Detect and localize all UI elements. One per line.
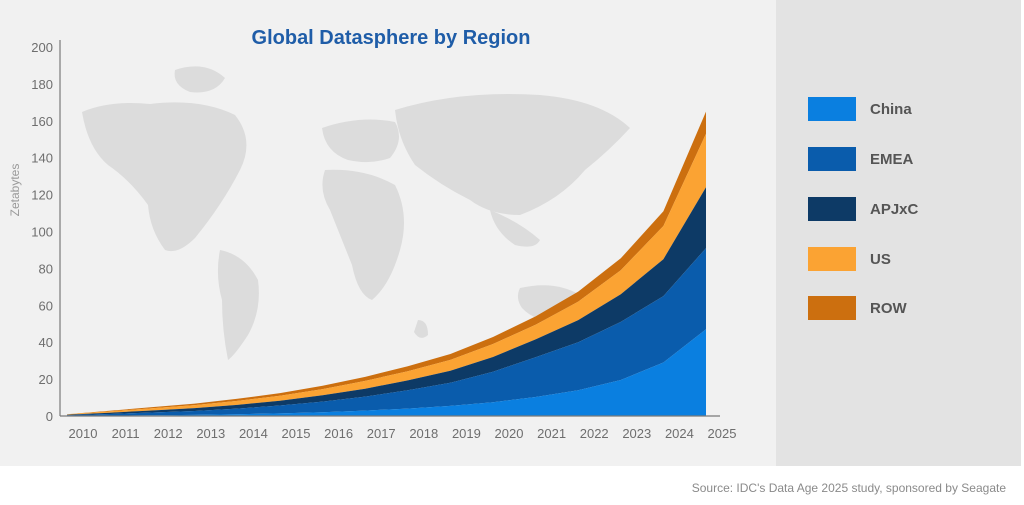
- x-tick-labels: 2010 2011 2012 2013 2014 2015 2016 2017 2018 2019…: [69, 426, 737, 441]
- area-series-group: [67, 111, 706, 416]
- x-tick-label: 2016: [324, 426, 353, 441]
- x-tick-label: 2015: [282, 426, 311, 441]
- x-tick-label: 2011: [112, 426, 140, 441]
- world-map-background: [82, 66, 630, 360]
- x-tick-label: 2022: [580, 426, 609, 441]
- y-tick-label: 100: [31, 225, 53, 240]
- y-tick-label: 20: [39, 372, 53, 387]
- legend-label: China: [870, 100, 912, 118]
- legend-swatch: [808, 97, 856, 121]
- x-tick-label: 2012: [154, 426, 183, 441]
- legend-item-row: ROW: [808, 296, 907, 320]
- x-tick-label: 2013: [196, 426, 225, 441]
- legend-item-apjxc: APJxC: [808, 197, 918, 221]
- y-tick-label: 0: [46, 409, 53, 424]
- chart-title: Global Datasphere by Region: [252, 27, 531, 49]
- x-tick-label: 2021: [537, 426, 566, 441]
- y-tick-label: 200: [31, 40, 53, 55]
- x-tick-label: 2024: [665, 426, 694, 441]
- y-tick-label: 40: [39, 335, 53, 350]
- legend-item-us: US: [808, 247, 891, 271]
- y-tick-label: 160: [31, 114, 53, 129]
- legend-item-china: China: [808, 97, 912, 121]
- x-tick-label: 2017: [367, 426, 396, 441]
- y-tick-label: 80: [39, 261, 53, 276]
- x-tick-label: 2019: [452, 426, 481, 441]
- y-tick-label: 60: [39, 298, 53, 313]
- y-tick-labels: 0 20 40 60 80 100 120 140 160 180 200: [31, 40, 53, 424]
- legend-swatch: [808, 197, 856, 221]
- y-tick-label: 120: [31, 188, 53, 203]
- legend-label: APJxC: [870, 200, 919, 218]
- legend-item-emea: EMEA: [808, 147, 913, 171]
- source-note: Source: IDC's Data Age 2025 study, spons…: [691, 481, 1006, 495]
- x-tick-label: 2018: [409, 426, 438, 441]
- area-china: [67, 329, 706, 416]
- legend-swatch: [808, 296, 856, 320]
- legend-swatch: [808, 147, 856, 171]
- x-tick-label: 2023: [622, 426, 651, 441]
- legend-label: US: [870, 250, 891, 268]
- x-tick-label: 2014: [239, 426, 268, 441]
- legend-panel: [776, 0, 1021, 466]
- chart-canvas: Global Datasphere by Region Zetabytes 0 2…: [8, 27, 737, 441]
- x-tick-label: 2025: [708, 426, 737, 441]
- y-tick-label: 180: [31, 77, 53, 92]
- legend-swatch: [808, 247, 856, 271]
- x-tick-label: 2010: [69, 426, 98, 441]
- legend-label: ROW: [870, 299, 907, 317]
- legend-label: EMEA: [870, 150, 914, 168]
- y-tick-label: 140: [31, 151, 53, 166]
- y-axis-title: Zetabytes: [8, 164, 22, 217]
- area-emea: [67, 248, 706, 416]
- x-tick-label: 2020: [495, 426, 524, 441]
